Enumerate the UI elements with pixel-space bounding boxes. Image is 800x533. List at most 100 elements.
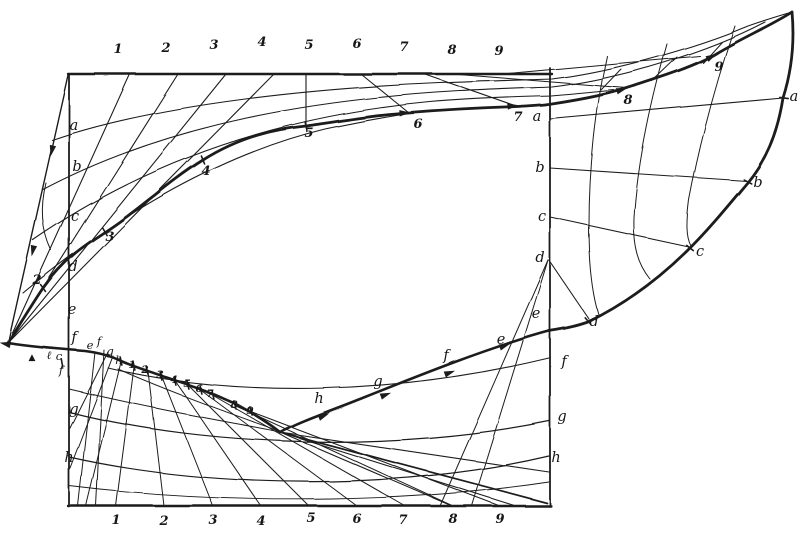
bow-level-d — [548, 259, 590, 320]
stem_points-label: d — [589, 314, 598, 330]
bottom_stations-label: 6 — [352, 512, 361, 527]
tick-mark — [102, 227, 108, 237]
tail_stations-label: 1 — [128, 359, 135, 371]
left-grid-1 — [77, 351, 96, 507]
deck-tie-3 — [702, 41, 723, 64]
tail-ext-c — [279, 431, 453, 507]
sheer_stations-label: 2 — [31, 273, 41, 288]
station-8 — [451, 73, 628, 89]
tick-mark — [249, 406, 253, 416]
tail_stations-label: 7 — [206, 388, 214, 400]
cluster_points-label: c — [56, 349, 63, 363]
station-2 — [7, 73, 179, 344]
diagonal_points-label: e — [497, 332, 506, 348]
bow-station-2 — [633, 43, 668, 280]
waterrow-x — [68, 481, 550, 500]
projection-8 — [235, 405, 454, 507]
bottom_stations-label: 3 — [208, 513, 217, 528]
arrowhead-mark — [443, 370, 456, 378]
right_waterlines-label: h — [551, 450, 560, 466]
right_waterlines-label: g — [557, 409, 566, 425]
station-9 — [501, 55, 701, 75]
arrowhead-mark — [498, 343, 511, 351]
left_waterlines-label: d — [68, 259, 77, 275]
construction-lines — [6, 10, 795, 508]
sheer-curve — [6, 10, 794, 345]
right_waterlines-label: c — [538, 209, 546, 225]
tick-mark — [39, 283, 47, 293]
top_stations-label: 7 — [399, 40, 408, 55]
top_stations-label: 8 — [447, 43, 456, 58]
bow-station-3 — [686, 25, 736, 247]
bottom_stations-label: 4 — [256, 514, 265, 529]
bow-level-a — [549, 97, 784, 120]
cluster_points-label: ▲ — [29, 353, 36, 363]
diagonal_points-label: f — [442, 348, 451, 364]
compass-arc — [41, 182, 52, 251]
right_waterlines-label: b — [535, 160, 544, 176]
projection-6 — [201, 390, 358, 507]
left_waterlines-label: f — [70, 330, 79, 346]
left_waterlines-label: c — [71, 209, 79, 225]
tail_stations-label: 5 — [183, 378, 190, 390]
projection-4 — [175, 381, 262, 507]
tick-mark — [173, 376, 177, 386]
arrowhead-mark — [0, 341, 12, 349]
bow-level-b — [549, 167, 748, 182]
sheer_stations-label: 3 — [105, 230, 114, 245]
arrowhead-mark — [30, 244, 38, 257]
tail_stations-label: 8 — [230, 399, 238, 411]
bow-level-c — [549, 216, 690, 248]
arrowhead-mark — [49, 144, 57, 157]
tail-ext-corner — [279, 431, 548, 504]
left-grid-3 — [68, 351, 109, 431]
right_waterlines-label: a — [533, 109, 542, 125]
tick-mark — [119, 356, 123, 366]
top_stations-label: 6 — [352, 37, 361, 52]
left_waterlines-label: a — [70, 118, 79, 134]
tail-curve — [6, 341, 282, 434]
deck-tie-1 — [600, 68, 622, 91]
arrowhead-mark — [379, 392, 392, 400]
stem_points-label: 8 — [623, 93, 632, 108]
tick-mark — [685, 244, 695, 252]
sheer_stations-label: 7 — [513, 110, 522, 125]
left-grid-2 — [95, 349, 105, 507]
drop-line-2 — [471, 259, 549, 507]
tail_stations-label: 2 — [140, 364, 148, 376]
right_waterlines-label: e — [532, 306, 541, 322]
right_waterlines-label: f — [560, 354, 569, 370]
stem_points-label: b — [753, 175, 762, 191]
tick-and-arrow-marks — [0, 53, 789, 421]
tick-mark — [200, 155, 206, 165]
cluster_points-label: e — [87, 338, 94, 352]
tick-mark — [186, 380, 190, 390]
bow-station-1 — [588, 55, 608, 316]
left_waterlines-label: b — [72, 159, 81, 175]
tail_stations-label: 6 — [195, 383, 203, 395]
left-grid-4 — [69, 355, 114, 469]
projection-9 — [251, 411, 501, 507]
tick-mark — [132, 361, 136, 371]
projection-1 — [115, 366, 135, 507]
waterrow-g — [68, 411, 550, 443]
arrowhead-mark — [615, 88, 628, 95]
tail_stations-label: 9 — [246, 405, 254, 417]
sheer_stations-label: 5 — [304, 126, 313, 141]
cluster_points-label: ℓ — [47, 348, 52, 362]
tick-mark — [159, 371, 163, 381]
right_waterlines-label: d — [535, 250, 544, 266]
waterrow-h — [68, 455, 550, 483]
waterline-d — [22, 112, 413, 294]
cluster_points-label: h — [115, 353, 122, 367]
arrowhead-mark — [507, 103, 519, 110]
bottom_stations-label: 9 — [495, 512, 504, 527]
cluster_points-label: f — [58, 363, 65, 377]
left_waterlines-label: g — [69, 402, 78, 418]
left_waterlines-label: h — [64, 450, 73, 466]
waterline-a — [51, 11, 793, 141]
projection-7 — [213, 395, 406, 507]
sheer_stations-label: 4 — [201, 164, 210, 179]
